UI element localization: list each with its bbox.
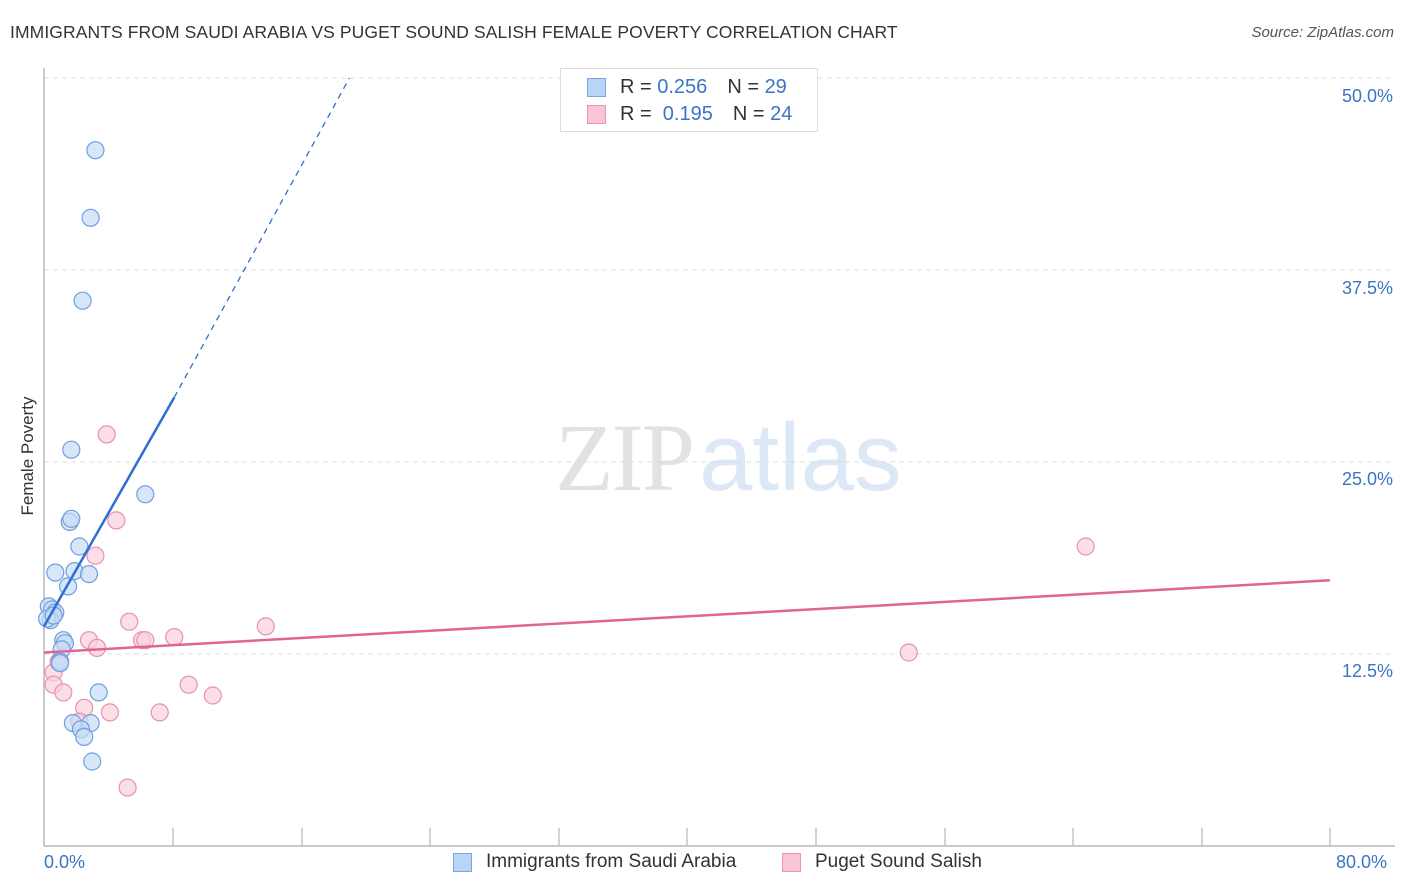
legend-row-puget-sound-salish: R = 0.195 N = 24 [587,102,792,126]
data-point [136,631,155,650]
data-point [136,485,155,504]
data-point [89,683,108,702]
x-tick-marks [172,828,1331,846]
y-tick-12-5: 12.5% [1341,661,1393,681]
bottom-legend-swatch-pink [782,852,801,872]
data-point [87,638,107,658]
x-tick-0: 0.0% [44,852,86,872]
bottom-legend-swatch-blue [453,852,472,872]
series-saudi-arabia-points [38,141,155,771]
data-point [79,564,99,584]
data-point [256,617,275,636]
source-label: Source: ZipAtlas.com [1251,24,1394,41]
data-point [73,291,92,310]
data-point [70,537,89,556]
data-point [100,703,120,722]
data-point [150,703,169,722]
watermark-atlas: atlas [699,404,902,511]
saudi-arabia-trendline-extension [173,77,350,398]
legend-n-label: N = [732,102,771,125]
data-point [50,654,70,673]
legend-n-value: 29 [764,75,787,98]
legend-r-label: R = [620,102,658,125]
data-point [899,643,918,662]
legend-row-saudi-arabia: R = 0.256 N = 29 [587,75,787,99]
x-tick-80: 80.0% [1336,852,1388,872]
series-puget-sound-salish-points [42,425,1095,797]
data-point [179,675,198,694]
data-point [75,727,94,747]
legend-n-label: N = [727,75,765,98]
bottom-legend-puget-sound-salish: Puget Sound Salish [782,851,982,873]
bottom-legend-label: Immigrants from Saudi Arabia [486,851,737,872]
legend-r-value: 0.195 [657,102,713,125]
data-point [165,627,184,647]
y-axis-label: Female Poverty [18,396,37,516]
legend-swatch-pink [587,104,606,124]
legend-r-label: R = [620,75,658,98]
data-point [81,208,100,227]
bottom-legend-label: Puget Sound Salish [815,851,982,872]
y-tick-50: 50.0% [1341,86,1393,106]
data-point [1076,537,1095,556]
data-point [83,752,102,771]
bottom-legend-saudi-arabia: Immigrants from Saudi Arabia [453,851,736,873]
puget-sound-salish-trendline [43,579,1331,654]
data-point [62,440,81,459]
correlation-legend: R = 0.256 N = 29 R = 0.195 N = 24 [560,68,818,132]
watermark: ZIPatlas [555,402,902,513]
data-point [97,425,116,444]
legend-swatch-blue [587,77,606,97]
data-point [86,546,105,565]
data-point [118,778,137,797]
data-point [203,686,222,705]
data-point [54,683,73,702]
data-point [107,511,126,530]
gridlines [44,77,1395,655]
chart-title: IMMIGRANTS FROM SAUDI ARABIA VS PUGET SO… [10,22,898,42]
watermark-zip: ZIP [555,404,695,511]
data-point [86,141,105,160]
data-point [46,563,65,582]
axes [43,68,1395,847]
data-point [62,509,81,528]
y-tick-37-5: 37.5% [1341,278,1393,298]
legend-n-value: 24 [770,102,793,125]
legend-r-value: 0.256 [657,75,708,98]
data-point [120,612,139,631]
saudi-arabia-trendline [42,396,176,627]
y-tick-25: 25.0% [1341,469,1393,489]
